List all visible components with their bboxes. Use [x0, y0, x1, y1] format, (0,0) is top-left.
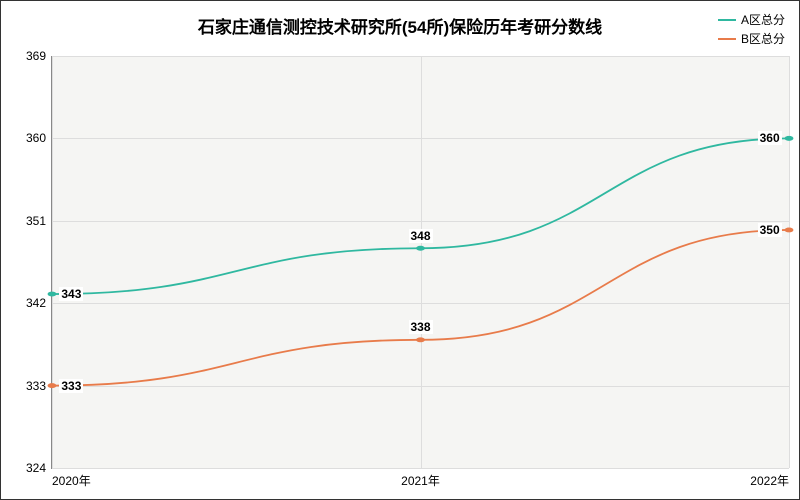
x-tick-label: 2020年	[52, 468, 91, 489]
point-label: 333	[59, 379, 83, 393]
y-tick-label: 324	[26, 461, 52, 475]
series-marker	[785, 227, 794, 232]
legend-label-a: A区总分	[741, 11, 785, 28]
y-tick-label: 342	[26, 296, 52, 310]
point-label: 348	[408, 229, 432, 243]
chart-container: 石家庄通信测控技术研究所(54所)保险历年考研分数线 A区总分 B区总分 324…	[0, 0, 800, 500]
point-label: 360	[758, 131, 782, 145]
vgridline	[789, 56, 790, 468]
x-tick-label: 2021年	[401, 468, 440, 489]
point-label: 338	[408, 320, 432, 334]
series-marker	[785, 136, 794, 141]
y-tick-label: 351	[26, 214, 52, 228]
series-marker	[416, 246, 425, 251]
legend-item-b: B区总分	[718, 30, 785, 47]
series-marker	[48, 383, 57, 388]
chart-title: 石家庄通信测控技术研究所(54所)保险历年考研分数线	[1, 13, 799, 38]
lines-svg	[52, 56, 789, 468]
y-tick-label: 369	[26, 49, 52, 63]
series-marker	[48, 292, 57, 297]
legend-item-a: A区总分	[718, 11, 785, 28]
y-tick-label: 360	[26, 131, 52, 145]
series-marker	[416, 337, 425, 342]
legend-swatch-a	[718, 19, 736, 21]
legend: A区总分 B区总分	[718, 11, 785, 49]
series-line	[52, 230, 789, 386]
legend-label-b: B区总分	[741, 30, 785, 47]
point-label: 343	[59, 287, 83, 301]
series-line	[52, 138, 789, 294]
plot-area: 3243333423513603692020年2021年2022年3433483…	[51, 56, 789, 469]
point-label: 350	[758, 223, 782, 237]
legend-swatch-b	[718, 38, 736, 40]
x-tick-label: 2022年	[750, 468, 789, 489]
